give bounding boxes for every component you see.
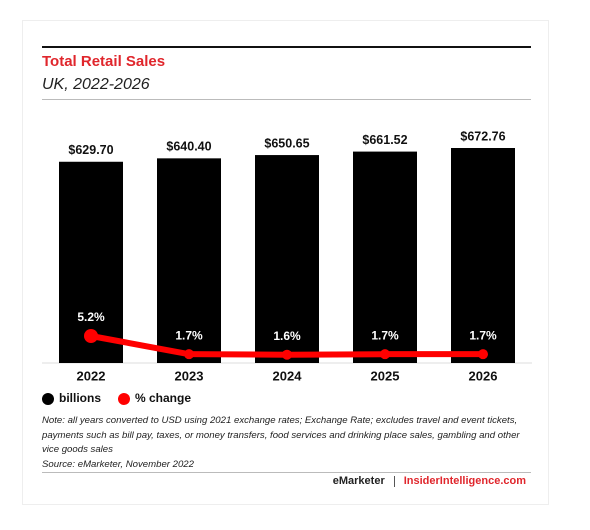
card: [22, 20, 549, 505]
x-tick-label: 2023: [175, 368, 204, 383]
value-label: $672.76: [460, 129, 505, 143]
x-tick-label: 2024: [273, 368, 303, 383]
point: [84, 329, 98, 343]
source: Source: eMarketer, November 2022: [42, 458, 194, 470]
bar: [451, 148, 515, 363]
bar: [353, 151, 417, 363]
value-label: $650.65: [264, 136, 309, 150]
rule: [42, 46, 531, 48]
separator: [393, 475, 395, 487]
value-label: 1.7%: [371, 328, 399, 342]
point: [478, 349, 488, 360]
legend-marker: [42, 393, 54, 405]
value-label: 1.7%: [469, 328, 497, 342]
rule: [42, 472, 531, 473]
value-label: $661.52: [362, 133, 407, 147]
value-label: 1.7%: [175, 328, 203, 342]
legend-label: billions: [59, 391, 101, 405]
point: [282, 349, 292, 360]
value-label: $640.40: [166, 140, 211, 154]
note: Note: all years converted to USD using 2…: [42, 415, 520, 455]
legend-label: % change: [135, 391, 191, 405]
x-tick-label: 2022: [77, 368, 106, 383]
value-label: 1.6%: [273, 329, 301, 343]
point: [380, 349, 390, 360]
value-label: $629.70: [68, 143, 113, 157]
chart-subtitle: UK, 2022-2026: [42, 76, 150, 93]
bar: [157, 158, 221, 363]
legend-marker: [118, 393, 130, 405]
rule: [42, 99, 531, 100]
x-tick-label: 2025: [371, 368, 400, 383]
value-label: 5.2%: [77, 310, 105, 324]
chart-title: Total Retail Sales: [42, 53, 166, 70]
point: [184, 349, 194, 360]
footer: eMarketer InsiderIntelligence.com: [333, 475, 526, 487]
note-block: Note: all years converted to USD using 2…: [42, 414, 532, 472]
bar: [255, 155, 319, 363]
brand: InsiderIntelligence.com: [403, 475, 526, 487]
brand: eMarketer: [332, 475, 385, 487]
x-tick-label: 2026: [469, 368, 498, 383]
